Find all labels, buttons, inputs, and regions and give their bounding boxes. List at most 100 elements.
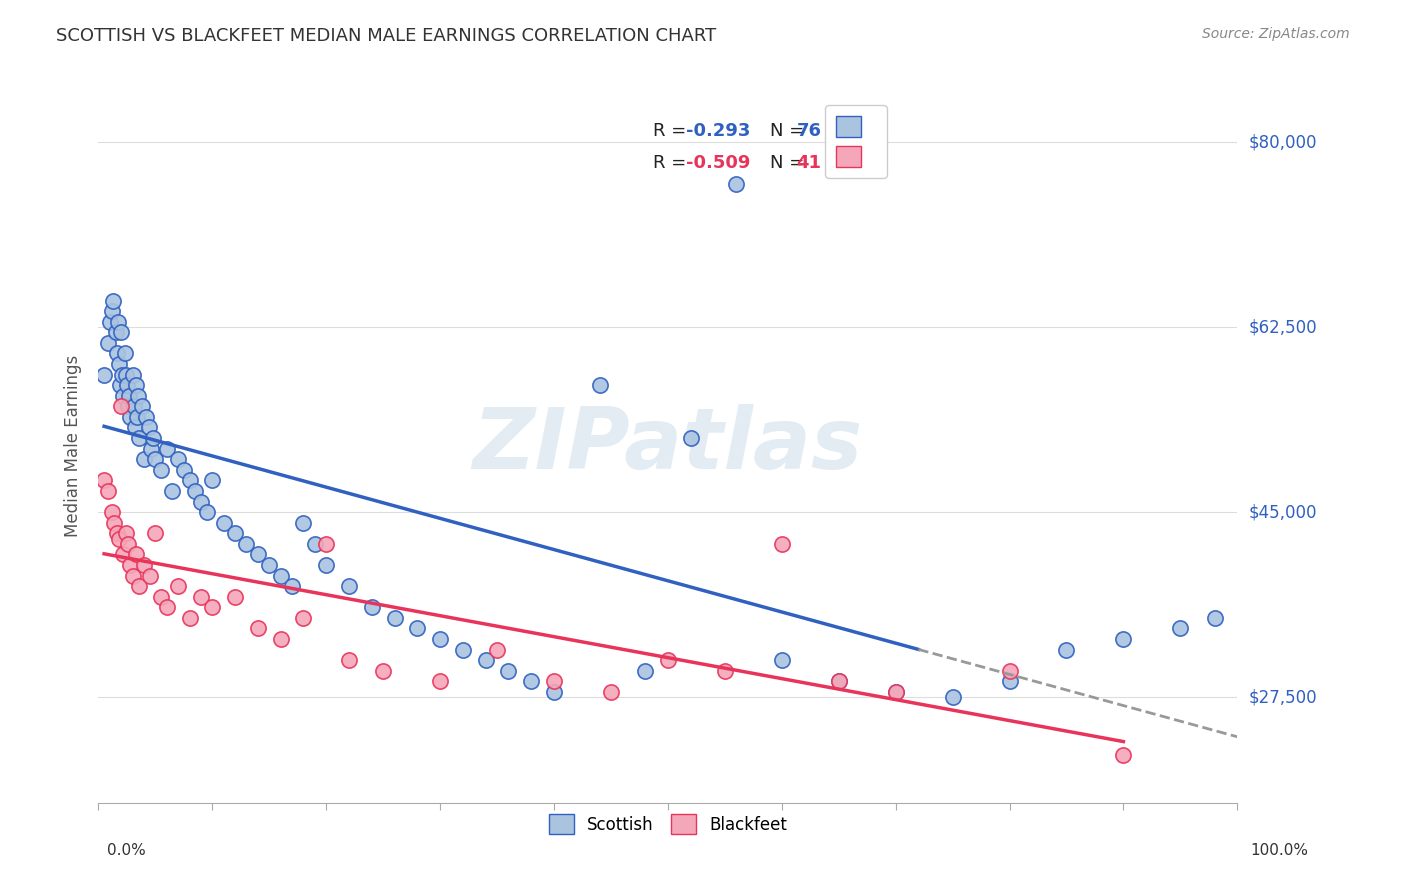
- Point: [162, 483, 184, 498]
- Point: [224, 590, 246, 604]
- Text: $62,500: $62,500: [1249, 318, 1317, 336]
- Point: [292, 516, 315, 530]
- Point: [179, 611, 201, 625]
- Point: [120, 558, 142, 572]
- Point: [125, 547, 148, 561]
- Point: [101, 304, 124, 318]
- Point: [429, 674, 451, 689]
- Text: 0.0%: 0.0%: [107, 843, 146, 858]
- Point: [588, 378, 610, 392]
- Point: [195, 505, 218, 519]
- Point: [173, 463, 195, 477]
- Point: [98, 315, 121, 329]
- Point: [110, 326, 132, 340]
- Point: [145, 526, 167, 541]
- Point: [1170, 621, 1192, 635]
- Point: [429, 632, 451, 646]
- Point: [156, 600, 179, 615]
- Point: [270, 568, 292, 582]
- Point: [142, 431, 165, 445]
- Point: [117, 400, 139, 414]
- Point: [315, 558, 337, 572]
- Text: $45,000: $45,000: [1249, 503, 1317, 521]
- Point: [108, 378, 131, 392]
- Point: [117, 537, 139, 551]
- Text: R =: R =: [652, 153, 692, 171]
- Point: [127, 389, 149, 403]
- Point: [235, 537, 257, 551]
- Legend: Scottish, Blackfeet: Scottish, Blackfeet: [543, 807, 793, 841]
- Point: [201, 600, 224, 615]
- Point: [201, 474, 224, 488]
- Point: [118, 389, 141, 403]
- Point: [93, 474, 115, 488]
- Point: [679, 431, 702, 445]
- Point: [93, 368, 115, 382]
- Point: [179, 474, 201, 488]
- Point: [110, 400, 132, 414]
- Point: [112, 389, 135, 403]
- Point: [998, 664, 1021, 678]
- Point: [725, 178, 748, 192]
- Point: [96, 335, 118, 350]
- Point: [112, 547, 135, 561]
- Point: [884, 685, 907, 699]
- Point: [167, 579, 190, 593]
- Point: [139, 442, 162, 456]
- Point: [770, 537, 793, 551]
- Point: [600, 685, 623, 699]
- Point: [103, 516, 125, 530]
- Point: [259, 558, 281, 572]
- Point: [486, 642, 509, 657]
- Point: [224, 526, 246, 541]
- Point: [520, 674, 543, 689]
- Point: [108, 357, 131, 371]
- Point: [96, 483, 118, 498]
- Point: [828, 674, 851, 689]
- Point: [145, 452, 167, 467]
- Point: [884, 685, 907, 699]
- Point: [150, 590, 173, 604]
- Point: [281, 579, 304, 593]
- Text: ZIPatlas: ZIPatlas: [472, 404, 863, 488]
- Point: [304, 537, 326, 551]
- Point: [337, 653, 360, 667]
- Point: [107, 315, 129, 329]
- Point: [543, 674, 565, 689]
- Point: [1054, 642, 1078, 657]
- Point: [190, 494, 212, 508]
- Point: [156, 442, 179, 456]
- Point: [406, 621, 429, 635]
- Point: [121, 568, 143, 582]
- Point: [292, 611, 315, 625]
- Point: [246, 547, 269, 561]
- Point: [105, 346, 128, 360]
- Text: Source: ZipAtlas.com: Source: ZipAtlas.com: [1202, 27, 1350, 41]
- Point: [634, 664, 657, 678]
- Point: [120, 409, 142, 424]
- Point: [543, 685, 565, 699]
- Text: $80,000: $80,000: [1249, 133, 1317, 151]
- Point: [1112, 748, 1135, 763]
- Point: [184, 483, 207, 498]
- Point: [128, 579, 150, 593]
- Point: [125, 378, 148, 392]
- Point: [315, 537, 337, 551]
- Point: [114, 368, 136, 382]
- Text: 100.0%: 100.0%: [1250, 843, 1309, 858]
- Point: [451, 642, 474, 657]
- Point: [127, 409, 149, 424]
- Point: [122, 400, 145, 414]
- Point: [998, 674, 1021, 689]
- Point: [337, 579, 360, 593]
- Point: [138, 568, 160, 582]
- Point: [371, 664, 394, 678]
- Y-axis label: Median Male Earnings: Median Male Earnings: [65, 355, 83, 537]
- Point: [360, 600, 382, 615]
- Text: $27,500: $27,500: [1249, 688, 1317, 706]
- Point: [212, 516, 235, 530]
- Text: SCOTTISH VS BLACKFEET MEDIAN MALE EARNINGS CORRELATION CHART: SCOTTISH VS BLACKFEET MEDIAN MALE EARNIN…: [56, 27, 717, 45]
- Point: [1204, 611, 1226, 625]
- Point: [124, 420, 146, 434]
- Point: [132, 558, 155, 572]
